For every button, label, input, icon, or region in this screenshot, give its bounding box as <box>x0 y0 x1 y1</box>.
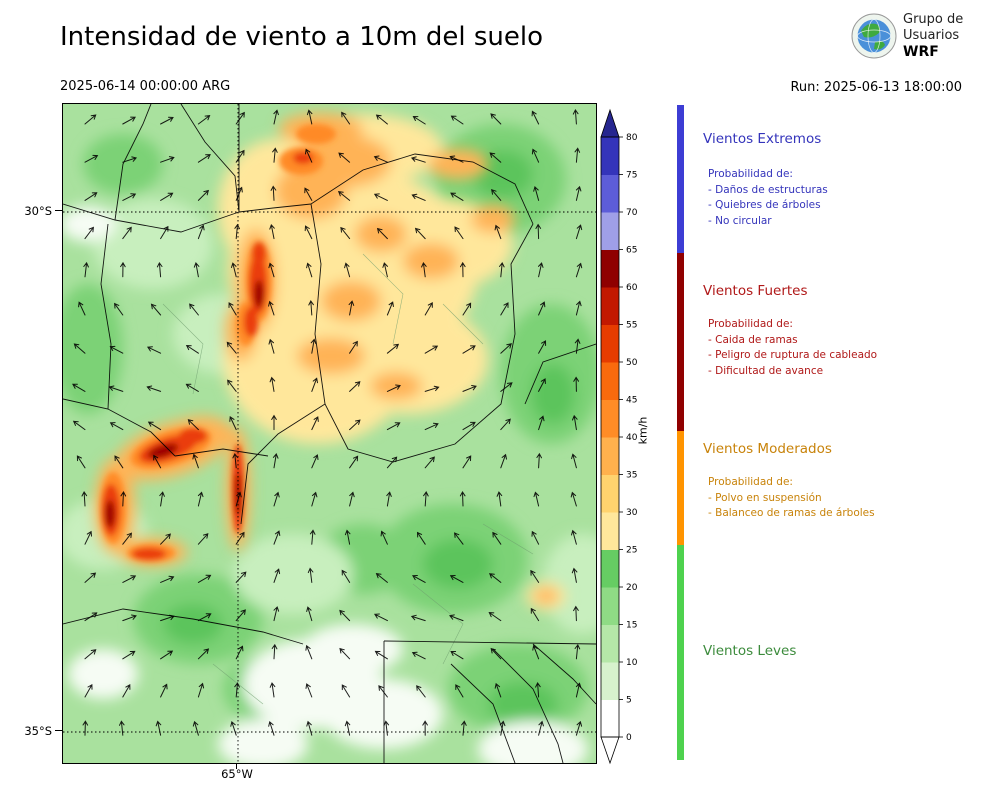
xtick-mark-65w <box>236 763 237 769</box>
colorbar-unit-label: km/h <box>636 416 650 445</box>
colorbar-tick-label: 5 <box>626 696 632 706</box>
colorbar-tick-label: 15 <box>626 621 637 631</box>
legend-item: - Peligro de ruptura de cableado <box>708 349 878 361</box>
colorbar-tick-label: 20 <box>626 583 638 593</box>
legend-section-title: Vientos Fuertes <box>703 283 808 299</box>
legend-color-bar <box>677 545 684 760</box>
legend-body-header: Probabilidad de: <box>708 476 793 488</box>
colorbar-segment <box>601 699 619 738</box>
colorbar-tick-label: 35 <box>626 471 637 481</box>
legend-color-bar <box>677 105 684 253</box>
legend-body-header: Probabilidad de: <box>708 318 793 330</box>
legend-color-bar <box>677 253 684 431</box>
colorbar-segment <box>601 437 619 475</box>
legend-item: - Quiebres de árboles <box>708 199 821 211</box>
legend-section-body: Probabilidad de: - Caida de ramas - Peligr… <box>708 317 877 379</box>
ytick-mark-30s <box>55 210 62 211</box>
logo-line-2: Usuarios <box>903 28 960 43</box>
colorbar-segment <box>601 174 619 213</box>
run-label: Run: 2025-06-13 18:00:00 <box>790 80 962 95</box>
colorbar-over-arrow <box>600 108 620 138</box>
colorbar-tick-label: 10 <box>626 658 638 668</box>
xtick-65w: 65°W <box>221 767 253 781</box>
page-title: Intensidad de viento a 10m del suelo <box>60 22 544 52</box>
colorbar-tick-label: 60 <box>626 283 638 293</box>
colorbar-tick-label: 45 <box>626 396 637 406</box>
ytick-mark-35s <box>55 730 62 731</box>
colorbar-segment <box>601 212 619 250</box>
valid-datetime-label: 2025-06-14 00:00:00 ARG <box>60 79 231 94</box>
legend-item: - No circular <box>708 214 772 227</box>
ytick-35s: 35°S <box>24 724 52 738</box>
colorbar-tick-label: 50 <box>626 358 638 368</box>
colorbar-segment <box>601 512 619 550</box>
logo-line-1: Grupo de <box>903 12 964 27</box>
colorbar-segment <box>601 474 619 513</box>
colorbar-segment <box>601 137 619 175</box>
legend-item: - Polvo en suspensión <box>708 491 822 504</box>
colorbar-segment <box>601 624 619 663</box>
colorbar-segment <box>601 324 619 363</box>
legend-section-body: Probabilidad de: - Daños de estructuras - … <box>708 167 828 229</box>
colorbar-segment <box>601 249 619 288</box>
colorbar-tick-label: 55 <box>626 321 637 331</box>
colorbar-segment <box>601 362 619 400</box>
wind-arrows <box>72 109 583 736</box>
legend-item: - Caida de ramas <box>708 333 798 346</box>
legend-item: - Daños de estructuras <box>708 183 828 196</box>
colorbar-segment <box>601 549 619 588</box>
colorbar-segment <box>601 662 619 700</box>
globe-icon <box>851 13 897 59</box>
colorbar-tick-label: 0 <box>626 733 632 743</box>
colorbar-segment <box>601 287 619 325</box>
legend-color-bar <box>677 431 684 545</box>
colorbar-tick-label: 30 <box>626 508 638 518</box>
colorbar-tick-label: 25 <box>626 546 637 556</box>
colorbar-tick-label: 70 <box>626 208 638 218</box>
logo-line-3: WRF <box>903 44 939 60</box>
legend-section-title: Vientos Extremos <box>703 131 822 147</box>
colorbar-tick-label: 40 <box>626 433 638 443</box>
legend-body-header: Probabilidad de: <box>708 168 793 180</box>
colorbar-tick-label: 80 <box>626 133 638 143</box>
ytick-30s: 30°S <box>24 204 52 218</box>
legend-section-body: Probabilidad de: - Polvo en suspensión - B… <box>708 475 875 522</box>
legend-section-title: Vientos Moderados <box>703 441 832 457</box>
legend-item: - Balanceo de ramas de árboles <box>708 507 875 519</box>
colorbar-segment <box>601 399 619 438</box>
colorbar-tick-label: 65 <box>626 246 637 256</box>
wrf-logo: Grupo de Usuarios WRF <box>850 10 1000 66</box>
colorbar-under-arrow <box>600 736 620 765</box>
colorbar-tick-label: 75 <box>626 171 637 181</box>
legend-section-title: Vientos Leves <box>703 643 797 659</box>
wind-map <box>62 103 597 764</box>
wind-field-plot <box>63 104 596 763</box>
legend-item: - Dificultad de avance <box>708 364 824 377</box>
colorbar: 0 5 10 15 20 25 30 35 40 45 50 55 60 65 70 75 80 <box>600 105 664 771</box>
colorbar-segment <box>601 587 619 625</box>
